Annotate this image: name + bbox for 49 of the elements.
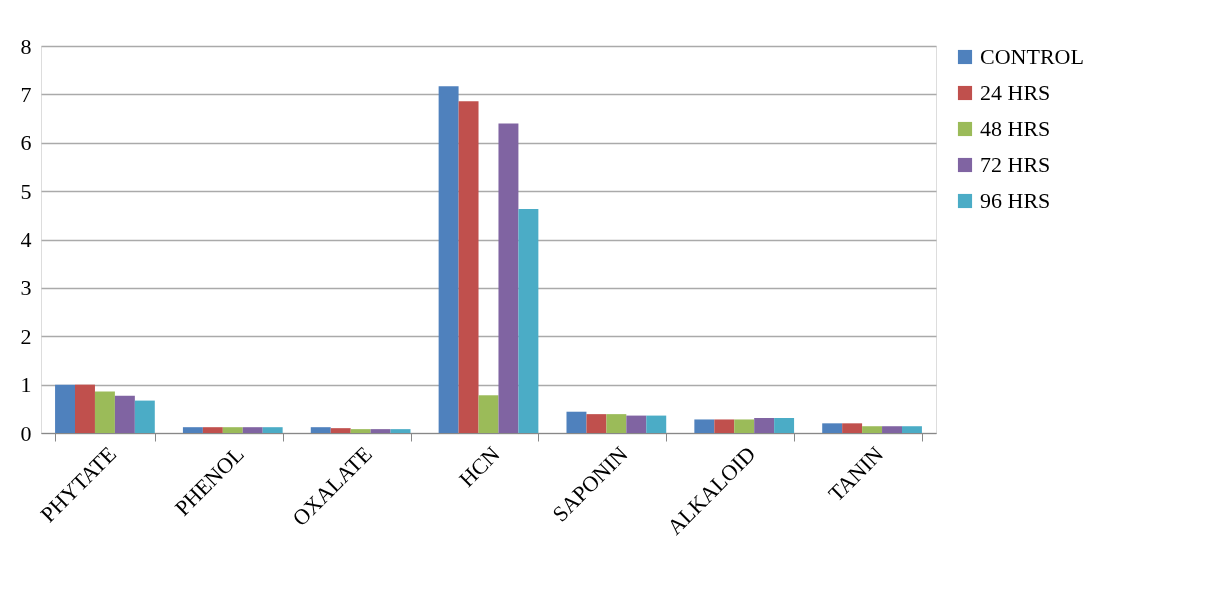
bar (390, 429, 411, 433)
bar (694, 419, 715, 433)
bar (822, 423, 843, 433)
bar (714, 419, 735, 433)
bar (566, 411, 587, 433)
bar (310, 427, 331, 433)
bar (882, 426, 902, 433)
bar (438, 86, 459, 433)
bar (586, 414, 607, 433)
bar (518, 209, 539, 433)
legend-label: CONTROL (980, 44, 1084, 69)
bar (75, 384, 95, 433)
bar (330, 428, 351, 433)
bar (458, 101, 479, 433)
bar (901, 426, 922, 433)
bar (55, 384, 76, 433)
bar (646, 415, 667, 433)
y-tick-label: 7 (20, 81, 32, 107)
bar (734, 419, 755, 433)
bar (350, 429, 371, 433)
bar (262, 427, 283, 433)
y-tick-label: 0 (20, 420, 32, 446)
bar (478, 395, 499, 433)
y-tick-label: 2 (20, 323, 32, 349)
bar (754, 418, 775, 433)
legend-label: 72 HRS (980, 152, 1051, 177)
bar (114, 395, 135, 433)
bar (370, 429, 391, 433)
y-tick-label: 8 (20, 33, 32, 59)
legend-label: 48 HRS (980, 116, 1051, 141)
bar (842, 423, 863, 433)
bar (606, 414, 627, 433)
y-tick-label: 6 (20, 130, 32, 156)
bar (774, 418, 795, 433)
bar (202, 427, 223, 433)
bar (862, 426, 883, 433)
bar (222, 427, 243, 433)
bar (498, 123, 519, 433)
bar (182, 427, 203, 433)
legend-label: 96 HRS (980, 188, 1051, 213)
y-tick-label: 4 (20, 227, 32, 252)
y-tick-label: 3 (20, 275, 32, 301)
y-tick-label: 5 (20, 178, 32, 204)
bar (626, 415, 647, 433)
bar (242, 427, 263, 433)
legend-label: 24 HRS (980, 80, 1051, 105)
bar (94, 391, 115, 433)
bar (134, 400, 155, 433)
y-tick-label: 1 (20, 372, 32, 398)
